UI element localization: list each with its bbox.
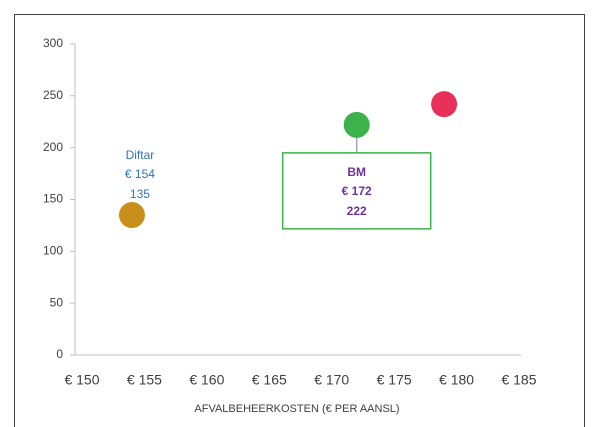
x-tick-label: € 170 xyxy=(314,372,349,388)
point-name: Diftar xyxy=(126,148,155,162)
point-y-label: 135 xyxy=(130,187,150,201)
y-tick-label: 300 xyxy=(43,36,63,50)
point xyxy=(431,91,458,118)
point-y-label: 222 xyxy=(347,204,367,218)
point-x-label: € 154 xyxy=(125,167,155,181)
y-tick-label: 0 xyxy=(56,347,63,361)
point xyxy=(343,111,370,138)
x-tick-label: € 165 xyxy=(252,372,287,388)
frame xyxy=(14,14,585,427)
y-tick-label: 250 xyxy=(43,88,63,102)
point-x-label: € 172 xyxy=(342,184,372,198)
x-tick-label: € 155 xyxy=(127,372,162,388)
x-tick-label: € 150 xyxy=(64,372,99,388)
y-tick-label: 50 xyxy=(50,295,64,309)
y-tick-label: 200 xyxy=(43,140,63,154)
point-name: BM xyxy=(347,165,366,179)
label-box xyxy=(281,152,432,230)
x-tick-label: € 180 xyxy=(439,372,474,388)
x-tick-label: € 160 xyxy=(189,372,224,388)
y-tick-label: 100 xyxy=(43,244,63,258)
x-tick-label: € 175 xyxy=(377,372,412,388)
x-axis-label: AFVALBEHEERKOSTEN (€ PER AANSL) xyxy=(194,403,399,415)
x-tick-label: € 185 xyxy=(501,372,536,388)
y-tick-label: 150 xyxy=(43,192,63,206)
point xyxy=(118,202,145,229)
